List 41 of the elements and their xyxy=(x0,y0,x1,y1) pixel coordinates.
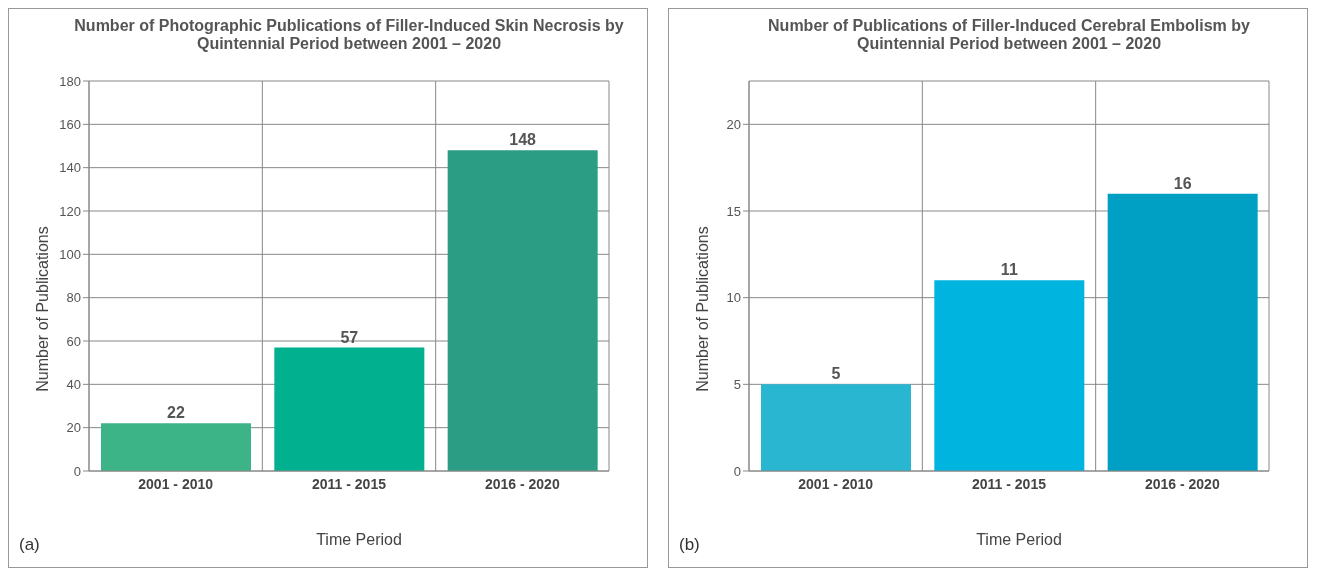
y-tick-label: 100 xyxy=(59,246,81,262)
x-tick-label: 2011 - 2015 xyxy=(312,475,387,492)
text: (a) xyxy=(19,535,40,555)
bar xyxy=(934,280,1085,471)
y-tick-label: 10 xyxy=(726,290,741,306)
y-tick-label: 0 xyxy=(733,463,741,479)
y-axis-title: Number of Publications xyxy=(694,226,712,392)
bar xyxy=(101,423,251,471)
data-label: 148 xyxy=(509,131,537,149)
x-axis-title: Time Period xyxy=(315,531,403,549)
x-axis-title: Time Period xyxy=(975,531,1063,549)
bar xyxy=(274,347,425,471)
x-tick-label: 2011 - 2015 xyxy=(972,475,1047,492)
x-tick-label: 2016 - 2020 xyxy=(484,475,560,492)
data-label: 22 xyxy=(167,404,185,422)
y-tick-label: 140 xyxy=(59,160,81,176)
y-tick-label: 60 xyxy=(66,333,81,349)
data-label: 16 xyxy=(1173,174,1192,192)
bar xyxy=(1107,193,1258,471)
bar xyxy=(447,150,598,471)
chart-title: Number of Publications of Filler-Induced Cerebral Embolism by Quintennial Period between 2001 – 2020 xyxy=(767,17,1251,53)
y-tick-label: 20 xyxy=(726,116,741,132)
chart-title: Number of Photographic Publications of Filler-Induced Skin Necrosis by Quintennial Period between 2001 – 2020 xyxy=(73,17,625,53)
x-tick-label: 2001 - 2010 xyxy=(138,475,214,492)
y-tick-label: 15 xyxy=(726,203,741,219)
bar xyxy=(761,384,911,471)
y-tick-label: 160 xyxy=(59,116,81,132)
y-tick-label: 20 xyxy=(66,420,81,436)
y-tick-label: 80 xyxy=(66,290,81,306)
x-tick-label: 2001 - 2010 xyxy=(798,475,874,492)
data-label: 57 xyxy=(340,328,359,346)
data-label: 11 xyxy=(1000,261,1018,279)
y-tick-label: 40 xyxy=(66,376,81,392)
y-axis-title: Number of Publications xyxy=(34,226,52,392)
x-tick-label: 2016 - 2020 xyxy=(1144,475,1220,492)
data-label: 5 xyxy=(831,365,841,383)
y-tick-label: 0 xyxy=(73,463,81,479)
y-tick-label: 5 xyxy=(733,376,741,392)
y-tick-label: 180 xyxy=(59,73,81,89)
text: (b) xyxy=(679,535,700,555)
y-tick-label: 120 xyxy=(59,203,81,219)
